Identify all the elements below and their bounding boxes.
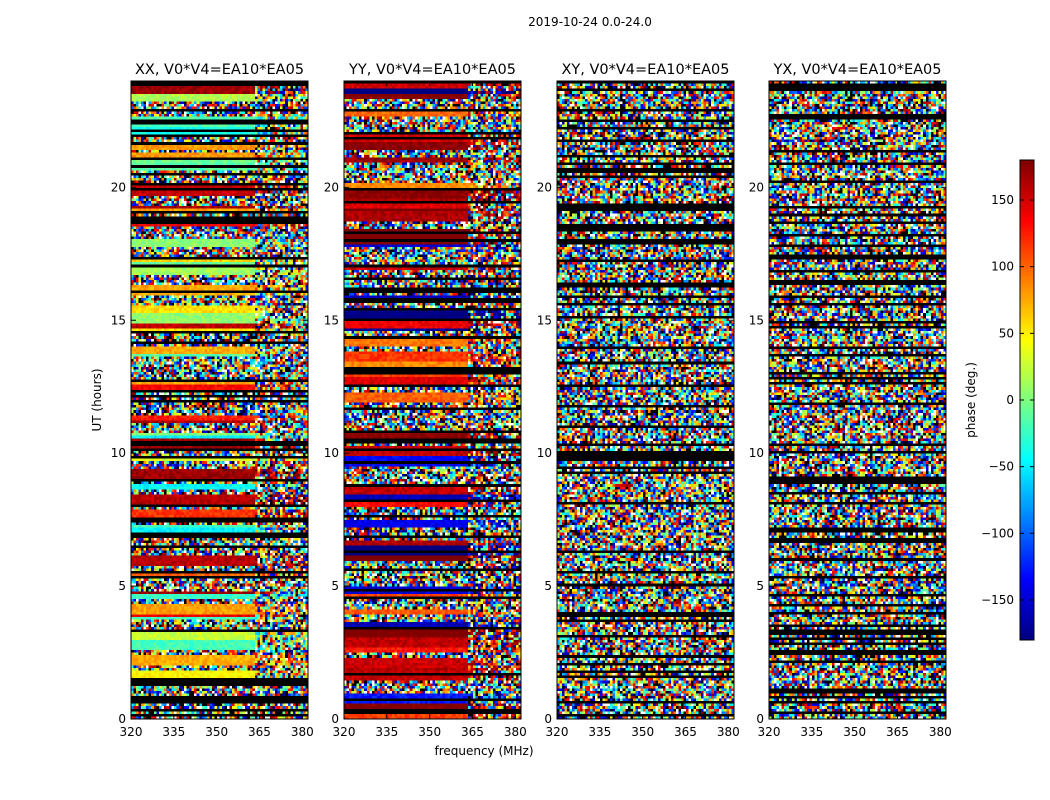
x-tick-label: 335 — [162, 725, 185, 739]
x-tick-label: 350 — [205, 725, 228, 739]
panels-group: XX, V0*V4=EA10*EA05 320 335 350 365 380 0 5 10 15… — [111, 62, 952, 739]
y-tick-label: 10 — [324, 446, 339, 460]
y-axis-label: UT (hours) — [90, 368, 104, 431]
colorbar-tick-label: 50 — [999, 326, 1014, 340]
y-tick-label: 5 — [544, 579, 552, 593]
x-tick-label: 320 — [120, 725, 143, 739]
x-tick-label: 365 — [886, 725, 909, 739]
y-tick-label: 0 — [331, 712, 339, 726]
panel-xy: XY, V0*V4=EA10*EA05 320 335 350 365 380 0 5 10 15… — [537, 62, 740, 739]
panel-frame — [130, 80, 309, 720]
y-tick-label: 5 — [756, 579, 764, 593]
y-tick-label: 15 — [324, 313, 339, 327]
panel-frame — [343, 80, 522, 720]
y-tick-label: 0 — [756, 712, 764, 726]
y-tick-label: 15 — [749, 313, 764, 327]
phase-heatmap — [131, 81, 308, 719]
panel-frame — [556, 80, 735, 720]
panel-title: YX, V0*V4=EA10*EA05 — [772, 62, 941, 78]
y-tick-label: 15 — [537, 313, 552, 327]
y-tick-label: 10 — [749, 446, 764, 460]
colorbar-tick-label: −150 — [981, 593, 1014, 607]
x-tick-label: 380 — [291, 725, 314, 739]
colorbar-gradient — [1020, 160, 1034, 640]
x-axis-label: frequency (MHz) — [434, 744, 533, 758]
colorbar-tick-label: −100 — [981, 526, 1014, 540]
x-tick-label: 380 — [929, 725, 952, 739]
panel-xx: XX, V0*V4=EA10*EA05 320 335 350 365 380 0 5 10 15… — [111, 62, 314, 739]
panel-title: XY, V0*V4=EA10*EA05 — [561, 62, 729, 78]
y-tick-label: 20 — [324, 180, 339, 194]
panel-title: YY, V0*V4=EA10*EA05 — [348, 62, 516, 78]
colorbar-tick-label: 100 — [991, 260, 1014, 274]
x-tick-label: 365 — [674, 725, 697, 739]
x-tick-label: 365 — [461, 725, 484, 739]
colorbar-tick-label: −50 — [989, 460, 1014, 474]
x-tick-label: 380 — [717, 725, 740, 739]
x-tick-label: 320 — [546, 725, 569, 739]
colorbar: 150 100 50 0 −50 −100 −150 phase (deg.) — [964, 159, 1035, 641]
panel-frame — [768, 80, 947, 720]
y-tick-label: 10 — [111, 446, 126, 460]
y-tick-label: 15 — [111, 313, 126, 327]
x-tick-label: 380 — [504, 725, 527, 739]
panel-yx: YX, V0*V4=EA10*EA05 320 335 350 365 380 0 5 10 15… — [749, 62, 952, 739]
figure-suptitle: 2019-10-24 0.0-24.0 — [528, 15, 652, 29]
x-tick-label: 365 — [248, 725, 271, 739]
y-tick-label: 20 — [749, 180, 764, 194]
panel-title: XX, V0*V4=EA10*EA05 — [135, 62, 304, 78]
colorbar-label: phase (deg.) — [964, 362, 978, 438]
phase-heatmap — [557, 81, 734, 719]
x-tick-label: 320 — [758, 725, 781, 739]
y-tick-label: 5 — [331, 579, 339, 593]
panel-yy: YY, V0*V4=EA10*EA05 320 335 350 365 380 0 5 10 15… — [324, 62, 527, 739]
x-tick-label: 350 — [631, 725, 654, 739]
y-tick-label: 0 — [544, 712, 552, 726]
y-tick-label: 5 — [118, 579, 126, 593]
common-labels: frequency (MHz) UT (hours) — [90, 368, 534, 758]
x-tick-label: 320 — [333, 725, 356, 739]
x-tick-label: 350 — [843, 725, 866, 739]
y-tick-label: 0 — [118, 712, 126, 726]
x-tick-label: 335 — [588, 725, 611, 739]
colorbar-tick-label: 150 — [991, 193, 1014, 207]
phase-heatmap — [769, 81, 946, 719]
x-tick-label: 350 — [418, 725, 441, 739]
phase-heatmap — [344, 81, 521, 719]
x-tick-label: 335 — [375, 725, 398, 739]
y-tick-label: 10 — [537, 446, 552, 460]
colorbar-tick-label: 0 — [1006, 393, 1014, 407]
y-tick-label: 20 — [537, 180, 552, 194]
x-tick-label: 335 — [800, 725, 823, 739]
y-tick-label: 20 — [111, 180, 126, 194]
